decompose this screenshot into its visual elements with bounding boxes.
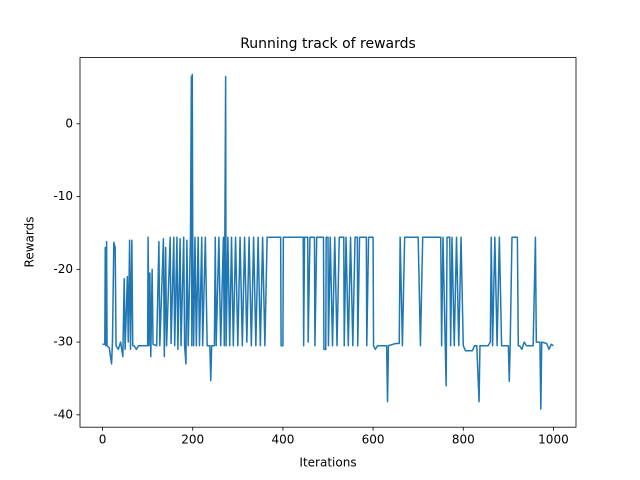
y-tick-label: -30 [53,335,73,349]
x-tick-label: 1000 [538,433,569,447]
y-tick-label: -10 [53,189,73,203]
x-axis-label: Iterations [299,456,356,470]
x-tick-label: 800 [452,433,475,447]
x-tick-label: 0 [99,433,107,447]
y-tick-label: 0 [65,116,73,130]
x-tick-label: 200 [181,433,204,447]
x-tick-label: 600 [362,433,385,447]
plot-frame [79,57,577,428]
chart-title: Running track of rewards [240,36,416,52]
x-tick-label: 400 [271,433,294,447]
y-tick-label: -40 [53,407,73,421]
reward-line [102,73,554,410]
y-axis-label: Rewards [23,217,37,268]
y-tick-label: -20 [53,262,73,276]
